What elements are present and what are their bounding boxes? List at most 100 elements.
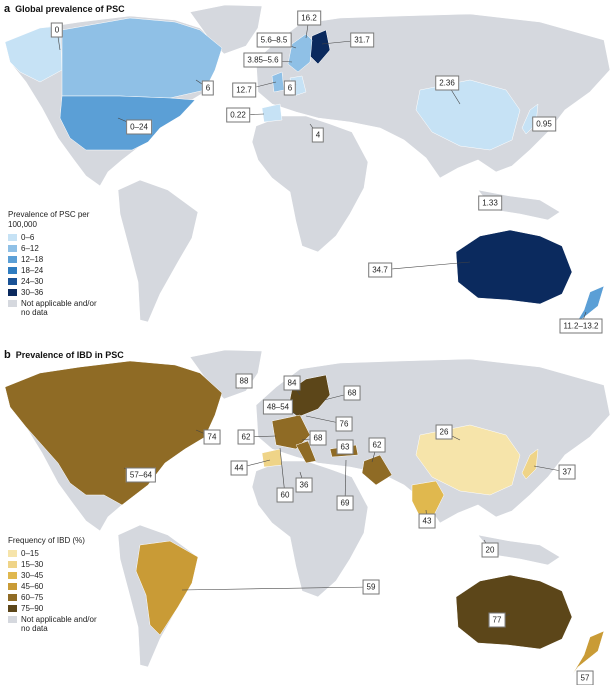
region <box>361 454 393 486</box>
region <box>261 103 283 123</box>
legend-title: Frequency of IBD (%) <box>8 536 85 545</box>
leader-line <box>379 261 471 271</box>
legend-label: Not applicable and/or no data <box>21 615 97 633</box>
callout: 63 <box>336 439 354 455</box>
legend-swatch <box>8 550 17 557</box>
legend-item: 6–12 <box>8 244 98 253</box>
callout: 68 <box>343 385 361 401</box>
callout: 59 <box>362 579 380 595</box>
callout: 36 <box>295 477 313 493</box>
callout: 60 <box>276 487 294 503</box>
legend-item: 45–60 <box>8 582 98 591</box>
legend-label: 18–24 <box>21 266 44 275</box>
legend-swatch <box>8 267 17 274</box>
callout: 44 <box>230 460 248 476</box>
callout: 2.36 <box>435 75 459 91</box>
legend-swatch <box>8 561 17 568</box>
region <box>295 440 317 464</box>
callout: 68 <box>309 430 327 446</box>
legend-swatch <box>8 234 17 241</box>
panel-letter: b <box>4 349 11 361</box>
callout: 5.6–8.5 <box>256 32 292 48</box>
callout: 76 <box>335 416 353 432</box>
legend-label: 0–15 <box>21 549 39 558</box>
panel-letter: a <box>4 3 11 15</box>
region <box>455 229 573 305</box>
callout: 48–54 <box>262 399 294 415</box>
callout: 74 <box>203 429 221 445</box>
legend-swatch <box>8 594 17 601</box>
legend-item: 60–75 <box>8 593 98 602</box>
legend-item: 0–15 <box>8 549 98 558</box>
legend-label: 30–45 <box>21 571 44 580</box>
leader-line <box>181 586 372 591</box>
legend-swatch <box>8 245 17 252</box>
region <box>415 424 521 496</box>
callout: 0.95 <box>532 116 556 132</box>
legend-item: 75–90 <box>8 604 98 613</box>
title-text: Prevalence of IBD in PSC <box>15 350 124 360</box>
legend-swatch <box>8 583 17 590</box>
legend-item: 30–45 <box>8 571 98 580</box>
region <box>521 448 539 480</box>
legend-swatch <box>8 605 17 612</box>
region <box>4 360 223 506</box>
callout: 57 <box>576 670 594 685</box>
legend-swatch <box>8 289 17 296</box>
panel-title: a Global prevalence of PSC <box>4 3 125 15</box>
legend-label: 0–6 <box>21 233 35 242</box>
callout: 57–64 <box>125 467 157 483</box>
legend-item: 18–24 <box>8 266 98 275</box>
panel-title: b Prevalence of IBD in PSC <box>4 349 124 361</box>
callout: 37 <box>558 464 576 480</box>
legend-item: 0–6 <box>8 233 98 242</box>
legend-label: 30–36 <box>21 288 44 297</box>
legend-label: 12–18 <box>21 255 44 264</box>
legend-label: 75–90 <box>21 604 44 613</box>
callout: 0–24 <box>126 119 152 135</box>
legend-label: Not applicable and/or no data <box>21 299 97 317</box>
callout: 34.7 <box>368 262 392 278</box>
region <box>271 414 311 450</box>
legend-item: 15–30 <box>8 560 98 569</box>
callout: 0.22 <box>226 107 250 123</box>
callout: 62 <box>237 429 255 445</box>
region <box>571 630 605 676</box>
callout: 43 <box>418 513 436 529</box>
region <box>61 17 223 99</box>
callout: 69 <box>336 495 354 511</box>
leader-line <box>279 447 286 496</box>
legend-label: 24–30 <box>21 277 44 286</box>
legend-item: 24–30 <box>8 277 98 286</box>
legend-item: 12–18 <box>8 255 98 264</box>
legend-item: Not applicable and/or no data <box>8 615 98 633</box>
callout: 4 <box>311 127 325 143</box>
callout: 88 <box>235 373 253 389</box>
legend-swatch <box>8 300 17 307</box>
callout: 20 <box>481 542 499 558</box>
callout: 26 <box>435 424 453 440</box>
region <box>415 79 521 151</box>
region <box>261 448 283 468</box>
legend-swatch <box>8 278 17 285</box>
callout: 0 <box>50 22 64 38</box>
region <box>521 103 539 135</box>
legend-swatch <box>8 616 17 623</box>
callout: 11.2–13.2 <box>559 318 603 334</box>
callout: 12.7 <box>232 82 256 98</box>
legend: Frequency of IBD (%) 0–15 15–30 30–45 45–60 6… <box>4 533 102 638</box>
region <box>287 33 313 73</box>
legend-label: 45–60 <box>21 582 44 591</box>
callout: 16.2 <box>297 10 321 26</box>
legend-title: Prevalence of PSC per 100,000 <box>8 210 90 229</box>
legend-label: 60–75 <box>21 593 44 602</box>
callout: 3.85–5.6 <box>243 52 283 68</box>
region <box>4 25 63 83</box>
title-text: Global prevalence of PSC <box>15 4 125 14</box>
legend-swatch <box>8 572 17 579</box>
callout: 31.7 <box>350 32 374 48</box>
callout: 6 <box>283 80 297 96</box>
legend-label: 6–12 <box>21 244 39 253</box>
legend-label: 15–30 <box>21 560 44 569</box>
